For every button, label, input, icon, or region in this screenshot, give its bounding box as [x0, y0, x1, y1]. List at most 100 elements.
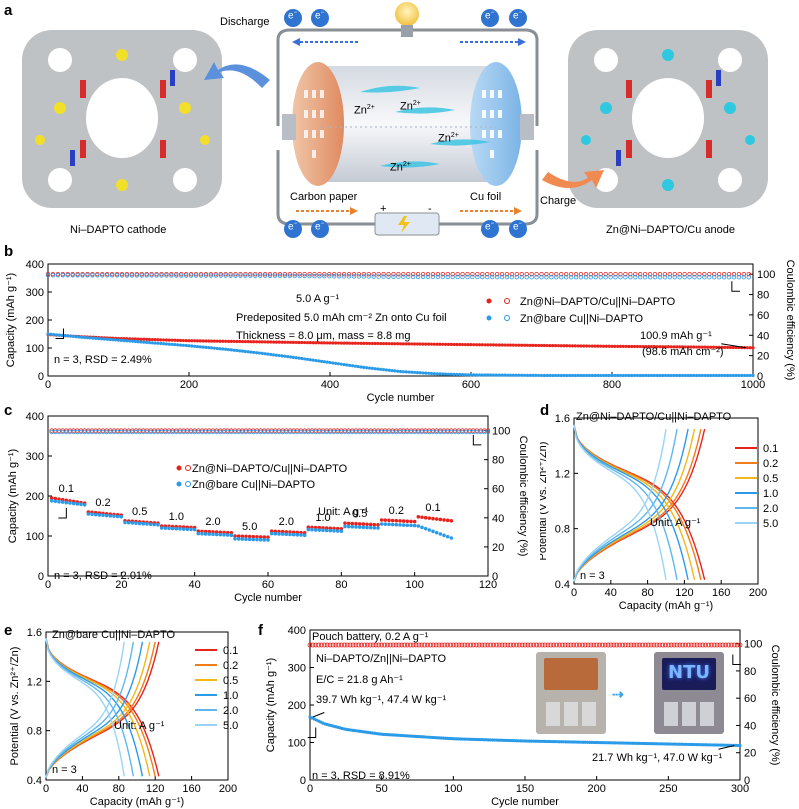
ce-point [396, 642, 402, 648]
capacity-point [116, 338, 121, 342]
capacity-point [429, 342, 434, 346]
ce-point [579, 642, 585, 648]
capacity-point [396, 369, 400, 373]
capacity-point [458, 372, 462, 377]
ce-point [307, 273, 312, 279]
legend-label: 5.0 [763, 518, 778, 530]
ce-point [336, 271, 342, 277]
ce-point [410, 642, 416, 648]
ce-point [218, 273, 223, 278]
capacity-point [321, 528, 325, 533]
ce-point [258, 273, 263, 278]
ce-point [716, 275, 722, 280]
capacity-point [409, 519, 413, 524]
e-annot-unit: Unit: A g⁻¹ [114, 720, 165, 732]
ni-dapto-framework-left [22, 30, 222, 208]
ce-point [551, 642, 557, 648]
capacity-point [638, 373, 642, 378]
capacity-point [748, 346, 752, 350]
capacity-point [745, 346, 749, 350]
b-annot-capacity: 100.9 mAh g⁻¹ [640, 330, 712, 342]
zn-ion-label-1: Zn2+ [354, 104, 375, 117]
ce-point [379, 642, 385, 648]
ce-point [721, 271, 727, 277]
ce-point [642, 271, 648, 277]
ce-point [508, 642, 514, 648]
ce-point [568, 275, 574, 280]
panel-a-schematic [22, 2, 768, 238]
zn-ni-dapto-framework-right [568, 30, 768, 208]
capacity-point [49, 499, 54, 503]
capacity-point [514, 373, 518, 377]
capacity-point [604, 344, 608, 348]
ce-point [652, 271, 658, 277]
electron-label: e− [513, 221, 523, 233]
ce-point [124, 273, 130, 278]
capacity-point [723, 345, 727, 350]
capacity-point [683, 345, 687, 349]
electron-label: e− [485, 10, 495, 22]
legend-marker-blue-open [185, 481, 191, 487]
capacity-point [122, 339, 126, 343]
capacity-point [229, 533, 234, 537]
capacity-point [427, 528, 432, 532]
ce-point [524, 274, 529, 280]
capacity-point [164, 338, 169, 342]
capacity-point [288, 355, 293, 359]
capacity-point [193, 339, 197, 343]
capacity-point [486, 373, 490, 377]
capacity-point [466, 343, 470, 347]
x-tick-label: 80 [113, 783, 125, 795]
chart-e: 0 40 80 120 160 200 0.4 0.8 1.2 1.6 Capacity (mAh … [9, 627, 238, 808]
ce-point [726, 271, 732, 277]
capacity-point [114, 338, 118, 342]
ce-point [614, 642, 620, 648]
ce-point [652, 275, 658, 280]
capacity-point [150, 341, 154, 345]
ce-point [623, 275, 628, 280]
capacity-point [689, 345, 693, 349]
capacity-point [700, 373, 704, 378]
ce-point [223, 273, 228, 278]
ce-point [726, 642, 731, 648]
capacity-point [697, 373, 702, 378]
ce-point [460, 271, 465, 277]
capacity-point [350, 341, 355, 345]
x-tick-label: 100 [405, 579, 423, 591]
capacity-point [240, 339, 245, 344]
ce-point [476, 642, 482, 648]
capacity-point [445, 534, 450, 539]
ce-point [677, 275, 682, 280]
b-annot-thickness: Thickness = 8.0 μm, mass = 8.8 mg [236, 330, 411, 342]
ce-point [370, 642, 376, 648]
capacity-point [240, 534, 245, 539]
capacity-point [427, 516, 432, 520]
ce-point [462, 642, 468, 648]
capacity-point [720, 345, 724, 349]
capacity-point [136, 337, 140, 341]
ce-point [134, 273, 140, 278]
capacity-point [444, 372, 448, 376]
capacity-point [277, 340, 281, 344]
capacity-point [317, 359, 321, 363]
ce-point [119, 273, 125, 278]
capacity-point [442, 518, 446, 522]
capacity-point [517, 343, 521, 347]
ce-point [425, 271, 431, 277]
capacity-point [480, 373, 484, 377]
capacity-point [723, 373, 727, 378]
rate-label: 5.0 [242, 521, 257, 533]
energy-callout-end [718, 745, 735, 750]
capacity-point [266, 352, 270, 356]
capacity-point [136, 340, 140, 344]
x-axis-label: Capacity (mAh g⁻¹) [619, 600, 713, 612]
capacity-point [224, 339, 228, 343]
capacity-point [102, 337, 106, 341]
ce-point [504, 271, 510, 277]
capacity-point [593, 373, 597, 378]
ce-point [188, 273, 194, 278]
ce-point [179, 273, 184, 278]
capacity-point [658, 345, 662, 349]
ce-point [568, 642, 574, 648]
capacity-point [104, 513, 109, 518]
